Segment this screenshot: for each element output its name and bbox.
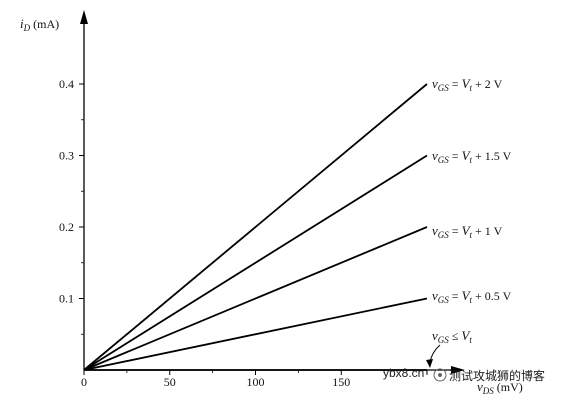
- watermark-url: ybx8.cn: [383, 366, 424, 380]
- y-axis-arrow-icon: [80, 10, 88, 24]
- label-pointer-arrow-icon: [426, 359, 433, 368]
- axes: [80, 10, 465, 374]
- watermark-cn: 测试攻城狮的博客: [449, 368, 545, 383]
- x-axis-arrow-icon: [451, 366, 465, 374]
- series-line: [83, 297, 428, 371]
- x-axis-title: vDS (mV): [477, 379, 523, 396]
- series-line: [83, 154, 428, 371]
- y-tick-label: 0.1: [59, 292, 74, 306]
- series-line: [83, 226, 428, 371]
- x-tick-label: 100: [247, 375, 265, 389]
- x-tick-label: 50: [164, 375, 176, 389]
- series-label: vGS ≤ VtvGS ≤ Vt: [432, 328, 472, 345]
- y-tick-label: 0.4: [59, 77, 74, 91]
- x-tick-label: 150: [332, 375, 350, 389]
- ticks: 0.1 0.2 0.3 0.4 0 50 100 150: [59, 77, 428, 389]
- y-tick-label: 0.2: [59, 220, 74, 234]
- y-tick-label: 0.3: [59, 149, 74, 163]
- watermark-logo-icon: [433, 368, 447, 382]
- curves: [83, 83, 428, 371]
- watermark: ybx8.cn 测试攻城狮的博客: [383, 366, 545, 383]
- series-line: [83, 83, 428, 371]
- x-tick-label: 0: [81, 375, 87, 389]
- y-axis-title: iD (mA): [20, 16, 59, 33]
